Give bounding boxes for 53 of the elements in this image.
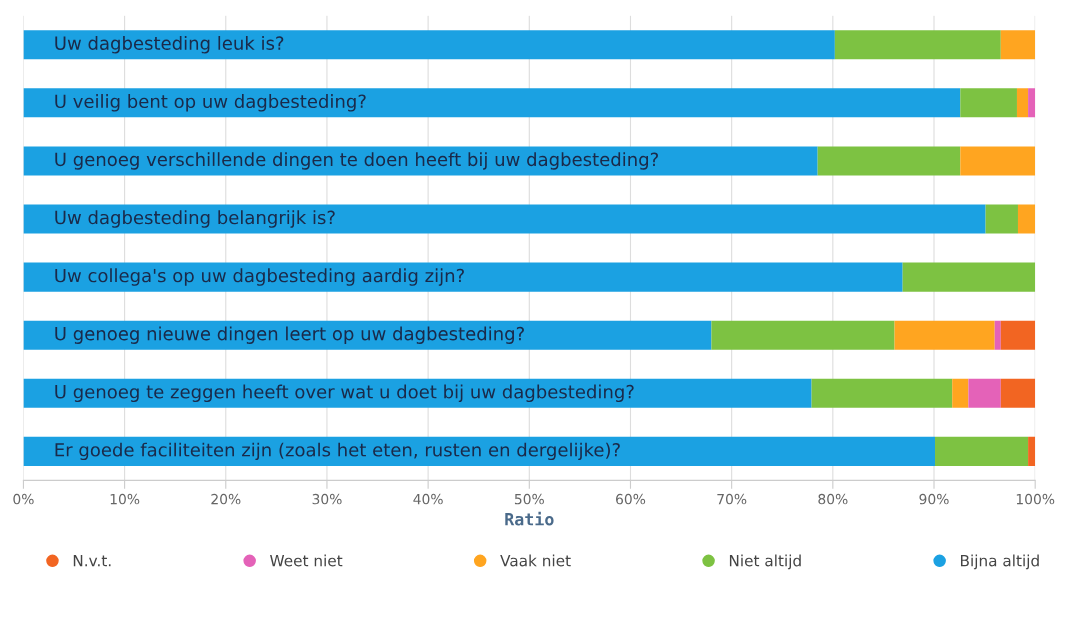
y-tick-label: U veilig bent op uw dagbesteding? (55, 94, 366, 112)
bar (1000, 30, 1036, 60)
bar (23, 30, 835, 60)
legend-label: Niet altijd (729, 554, 801, 570)
bar (1016, 88, 1029, 118)
x-tick-label: 80% (818, 493, 848, 505)
bar (23, 262, 903, 292)
legend-label: N.v.t. (73, 555, 111, 567)
bar (968, 378, 1001, 408)
x-tick-label: 40% (413, 493, 443, 505)
bar (23, 146, 818, 176)
x-tick-label: 60% (616, 493, 646, 505)
bar (1000, 320, 1036, 350)
y-tick-label: U genoeg verschillende dingen te doen heeft bij uw dagbesteding? (55, 152, 658, 170)
x-tick-label: 0% (13, 493, 34, 505)
bar (894, 320, 995, 350)
x-axis-title: Ratio (505, 511, 554, 526)
bar (811, 378, 953, 408)
x-tick-label: 20% (211, 493, 241, 505)
x-tick-label: 70% (717, 493, 747, 505)
bar (1017, 204, 1036, 234)
x-tick-label: 100% (1016, 493, 1055, 505)
y-tick-label: Er goede faciliteiten zijn (zoals het eten, rusten en dergelijke)? (55, 442, 620, 461)
bar (935, 436, 1029, 466)
bar (817, 146, 961, 176)
bar (711, 320, 895, 350)
bar (23, 204, 986, 234)
y-tick-label: U genoeg te zeggen heeft over wat u doet bij uw dagbesteding? (55, 384, 634, 403)
bar (23, 436, 936, 466)
bar (952, 378, 969, 408)
y-tick-label: Uw dagbesteding belangrijk is? (55, 210, 335, 228)
x-tick-label: 30% (312, 493, 342, 505)
x-tick-label: 50% (514, 493, 544, 505)
y-tick-label: Uw collega's op uw dagbesteding aardig zijn? (55, 268, 464, 286)
bar (23, 88, 961, 118)
bar (1000, 378, 1036, 408)
bar (23, 320, 712, 350)
bar (1028, 436, 1036, 466)
legend-label: Vaak niet (500, 554, 571, 567)
bar (1028, 88, 1036, 118)
bar (902, 262, 1036, 292)
bar (960, 146, 1036, 176)
bar (985, 204, 1018, 234)
bar (994, 320, 1001, 350)
bar (23, 378, 812, 408)
bar (834, 30, 1001, 60)
x-tick-label: 90% (919, 493, 949, 505)
x-tick-label: 10% (110, 493, 140, 505)
y-tick-label: Uw dagbesteding leuk is? (55, 36, 284, 54)
bar (960, 88, 1017, 118)
legend-label: Bijna altijd (960, 554, 1039, 570)
legend-label: Weet niet (270, 554, 343, 567)
y-tick-label: U genoeg nieuwe dingen leert op uw dagbesteding? (55, 326, 524, 344)
